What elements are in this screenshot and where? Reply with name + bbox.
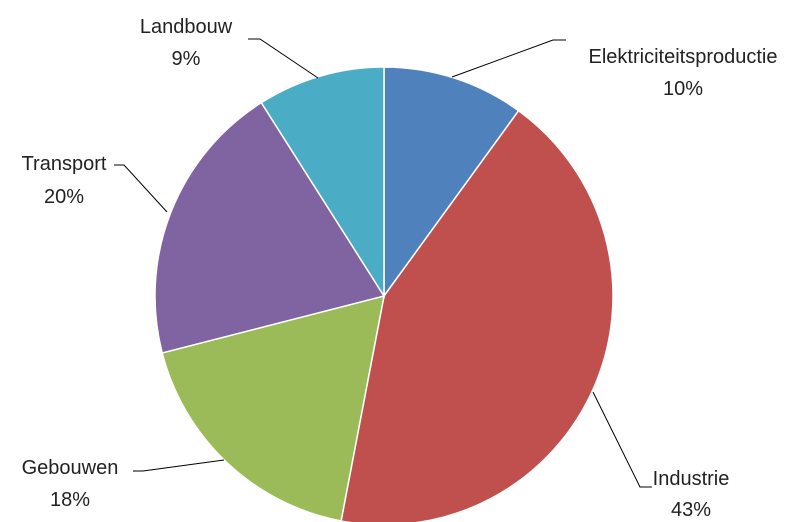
slice-label-transport: Transport [22,153,107,175]
pie-slice-elektriciteitsproductie [383,66,520,299]
slice-label-elektriciteitsproductie: Elektriciteitsproductie [589,46,778,68]
leader-lines [114,38,652,488]
slice-value-elektriciteitsproductie: 10% [663,78,703,100]
slice-label-landbouw: Landbouw [140,16,233,38]
leader-line-transport [114,164,168,213]
slice-value-industrie: 43% [671,499,711,521]
slice-label-industrie: Industrie [653,468,730,490]
leader-line-gebouwen [133,459,225,472]
pie-slice-transport [154,101,386,354]
pie-slice-industrie [340,109,614,522]
slice-value-gebouwen: 18% [50,489,90,511]
slice-label-gebouwen: Gebouwen [22,457,119,479]
pie-slice-gebouwen [161,294,385,522]
slice-value-transport: 20% [44,186,84,208]
slice-value-landbouw: 9% [172,48,201,70]
leader-line-industrie [592,391,652,488]
pie-slice-landbouw [260,66,385,299]
leader-line-landbouw [248,38,319,79]
leader-line-elektriciteitsproductie [451,39,566,78]
pie-slices [154,66,614,522]
